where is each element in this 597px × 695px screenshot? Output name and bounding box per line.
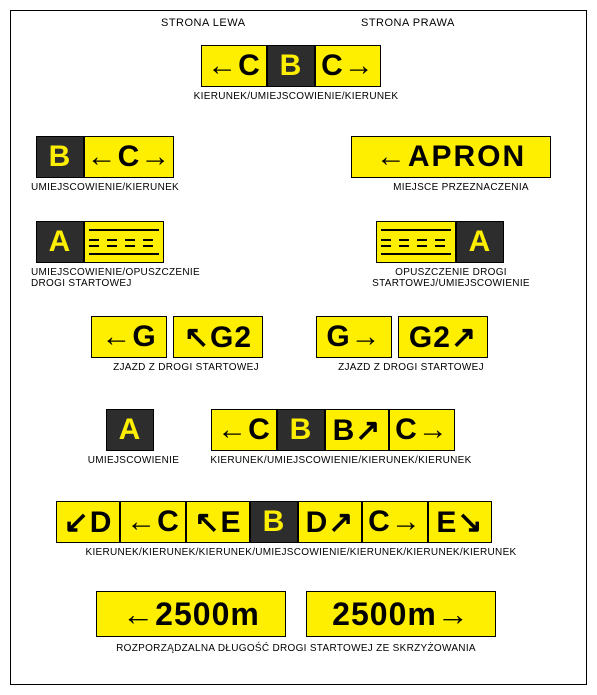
row6-c6: C→: [362, 501, 428, 543]
row6-c1: ↙D: [56, 501, 120, 543]
row2l-c1: B: [36, 136, 84, 178]
row3l-pattern: [84, 221, 164, 263]
row5l-c1: A: [106, 409, 154, 451]
row3l-caption: UMIEJSCOWIENIE/OPUSZCZENIE DROGI STARTOW…: [31, 267, 211, 289]
row1-caption: KIERUNEK/UMIEJSCOWIENIE/KIERUNEK: [191, 91, 401, 102]
row4-right-sign: G→ G2↗: [316, 316, 488, 358]
row5r-caption: KIERUNEK/UMIEJSCOWIENIE/KIERUNEK/KIERUNE…: [206, 455, 476, 466]
row4r-caption: ZJAZD Z DROGI STARTOWEJ: [331, 362, 491, 373]
row6-sign: ↙D ←C ↖E B D↗ C→ E↘: [56, 501, 492, 543]
row4r-c2: G2↗: [398, 316, 488, 358]
row5-right-sign: ←C B B↗ C→: [211, 409, 455, 451]
row1-c2: B: [267, 45, 315, 87]
row6-c5: D↗: [298, 501, 362, 543]
row5r-c2: B: [277, 409, 325, 451]
row7-right: 2500m→: [306, 591, 496, 637]
row3l-c1: A: [36, 221, 84, 263]
row7-sign: ←2500m 2500m→: [96, 591, 496, 637]
row1-c3: C→: [315, 45, 381, 87]
row6-caption: KIERUNEK/KIERUNEK/KIERUNEK/UMIEJSCOWIENI…: [66, 547, 536, 558]
row2r-caption: MIEJSCE PRZEZNACZENIA: [381, 182, 541, 193]
row2-left-sign: B ←C→: [36, 136, 174, 178]
row3r-pattern: [376, 221, 456, 263]
row1-c1: ←C: [201, 45, 267, 87]
diagram-frame: STRONA LEWA STRONA PRAWA ←C B C→ KIERUNE…: [10, 10, 587, 685]
row7-caption: ROZPORZĄDZALNA DŁUGOŚĆ DROGI STARTOWEJ Z…: [96, 643, 496, 654]
row5r-c1: ←C: [211, 409, 277, 451]
row2l-c2: ←C→: [84, 136, 174, 178]
row5r-c3: B↗: [325, 409, 389, 451]
row5r-c4: C→: [389, 409, 455, 451]
row4-left-sign: ←G ↖G2: [91, 316, 263, 358]
header-right: STRONA PRAWA: [361, 17, 455, 29]
row3-left-sign: A: [36, 221, 164, 263]
row5-left-sign: A: [106, 409, 154, 451]
row1-sign: ←C B C→: [201, 45, 381, 87]
row6-c3: ↖E: [186, 501, 250, 543]
row3-right-sign: A: [376, 221, 504, 263]
row6-c7: E↘: [428, 501, 492, 543]
row2r-c1: ←APRON: [351, 136, 551, 178]
row4l-caption: ZJAZD Z DROGI STARTOWEJ: [106, 362, 266, 373]
row6-c2: ←C: [120, 501, 186, 543]
row4l-c1: ←G: [91, 316, 167, 358]
runway-pattern-icon: [381, 223, 451, 261]
row2l-caption: UMIEJSCOWIENIE/KIERUNEK: [31, 182, 191, 193]
row4r-c1: G→: [316, 316, 392, 358]
row3r-caption: OPUSZCZENIE DROGI STARTOWEJ/UMIEJSCOWIEN…: [371, 267, 531, 289]
row3r-c2: A: [456, 221, 504, 263]
row7-left: ←2500m: [96, 591, 286, 637]
row5l-caption: UMIEJSCOWIENIE: [86, 455, 181, 466]
header-left: STRONA LEWA: [161, 17, 246, 29]
row6-c4: B: [250, 501, 298, 543]
row2-right-sign: ←APRON: [351, 136, 551, 178]
row4l-c2: ↖G2: [173, 316, 263, 358]
runway-pattern-icon: [89, 223, 159, 261]
